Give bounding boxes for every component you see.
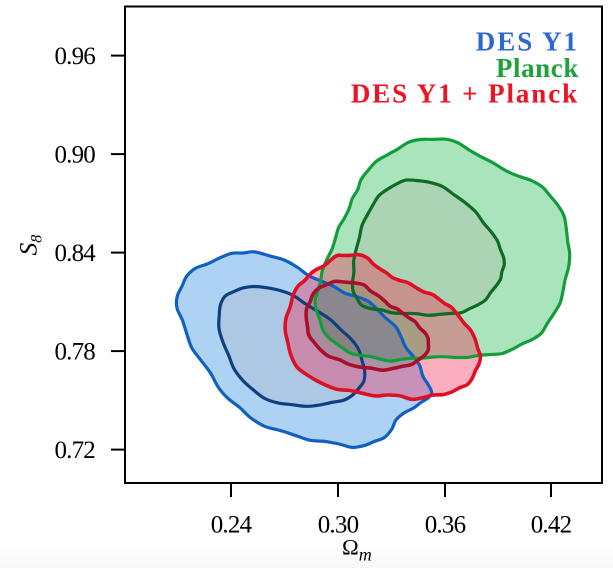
svg-text:0.30: 0.30 <box>318 512 359 539</box>
svg-text:DES Y1: DES Y1 <box>476 27 579 57</box>
svg-text:0.24: 0.24 <box>211 512 253 539</box>
svg-text:0.72: 0.72 <box>54 437 95 464</box>
svg-text:0.90: 0.90 <box>54 142 95 169</box>
svg-text:0.96: 0.96 <box>54 43 95 70</box>
svg-text:0.36: 0.36 <box>425 512 466 539</box>
svg-text:DES Y1 + Planck: DES Y1 + Planck <box>351 79 579 109</box>
svg-text:Planck: Planck <box>496 53 579 83</box>
svg-text:0.42: 0.42 <box>531 512 572 539</box>
svg-text:0.78: 0.78 <box>54 339 95 366</box>
svg-text:0.84: 0.84 <box>54 240 96 267</box>
